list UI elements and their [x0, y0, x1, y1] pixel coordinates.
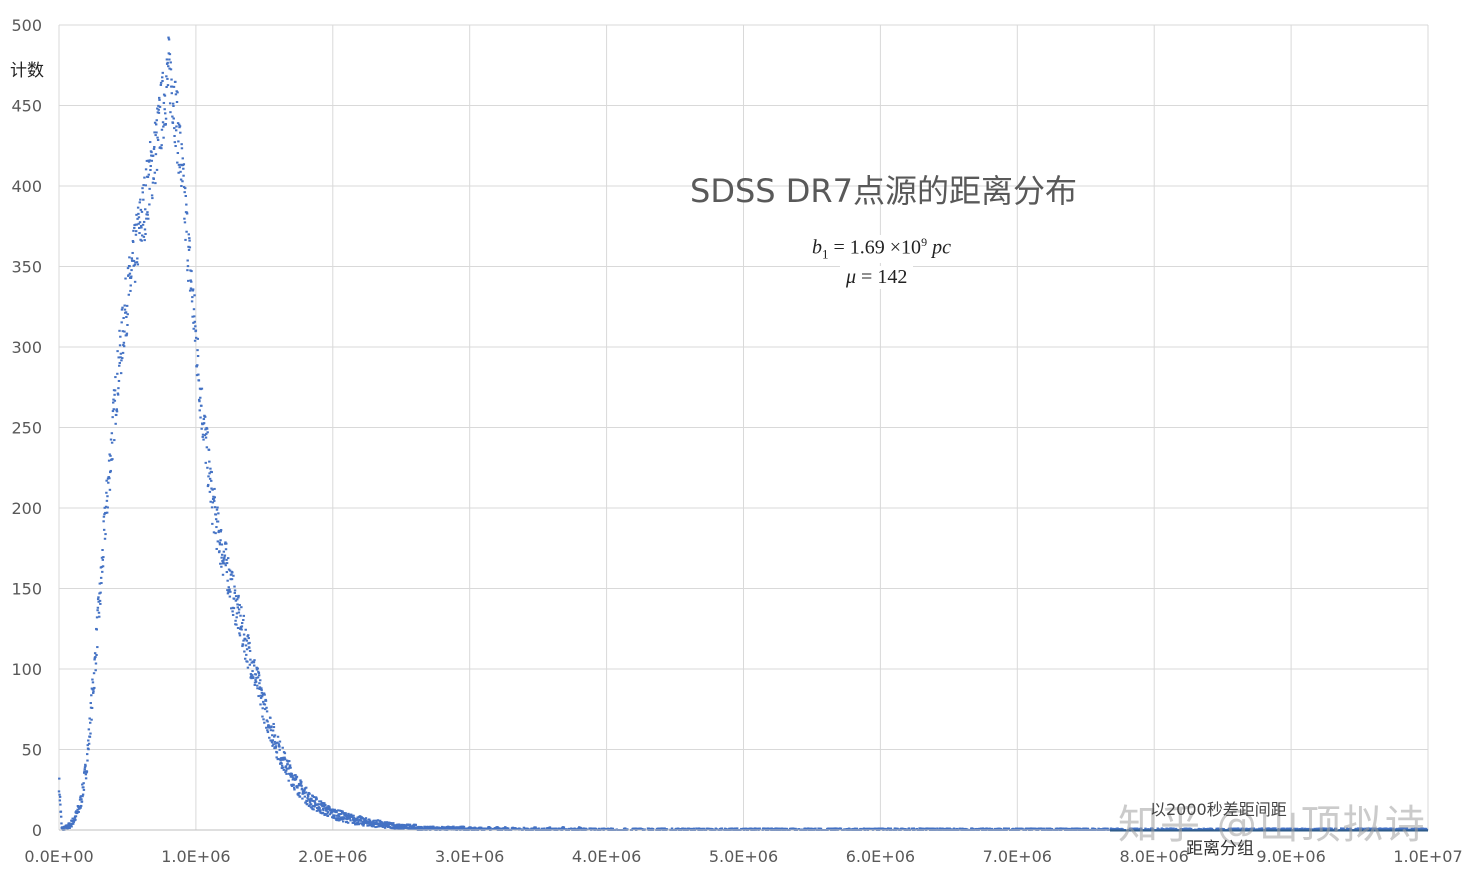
y-tick-label: 450: [11, 97, 42, 116]
x-tick-label: 0.0E+00: [24, 847, 93, 866]
x-tick-label: 5.0E+06: [709, 847, 778, 866]
x-tick-label: 7.0E+06: [983, 847, 1052, 866]
data-points: [57, 36, 1429, 831]
x-tick-label: 9.0E+06: [1256, 847, 1325, 866]
x-tick-label: 4.0E+06: [572, 847, 641, 866]
y-tick-label: 200: [11, 499, 42, 518]
y-tick-label: 150: [11, 580, 42, 599]
x-tick-label: 6.0E+06: [846, 847, 915, 866]
y-tick-label: 0: [32, 821, 42, 840]
y-tick-label: 50: [22, 741, 42, 760]
chart-title: SDSS DR7点源的距离分布: [690, 172, 1077, 210]
x-tick-label: 3.0E+06: [435, 847, 504, 866]
x-tick-label: 2.0E+06: [298, 847, 367, 866]
x-axis-ticks: 0.0E+00 1.0E+06 2.0E+06 3.0E+06 4.0E+06 5.0E+…: [24, 847, 1462, 866]
y-axis-label: 计数: [10, 61, 44, 81]
gridlines: [58, 24, 1429, 830]
bin-note: 以2000秒差距间距: [1150, 800, 1287, 819]
watermark: 知乎 @山顶拟诗: [1118, 802, 1427, 848]
x-tick-label: 1.0E+06: [161, 847, 230, 866]
y-tick-label: 500: [11, 16, 42, 35]
y-tick-label: 400: [11, 177, 42, 196]
y-axis-ticks: 0 50 100 150 200 250 300 350 400 450 500: [11, 16, 42, 840]
y-tick-label: 350: [11, 258, 42, 277]
x-tick-label: 8.0E+06: [1120, 847, 1189, 866]
y-tick-label: 250: [11, 419, 42, 438]
y-tick-label: 100: [11, 660, 42, 679]
x-tick-label: 1.0E+07: [1393, 847, 1462, 866]
equation-b1: b1 = 1.69 ×109 pc: [806, 235, 957, 263]
y-tick-label: 300: [11, 338, 42, 357]
equation-mu: μ = 142: [840, 266, 914, 289]
x-axis-label: 距离分组: [1186, 839, 1254, 859]
